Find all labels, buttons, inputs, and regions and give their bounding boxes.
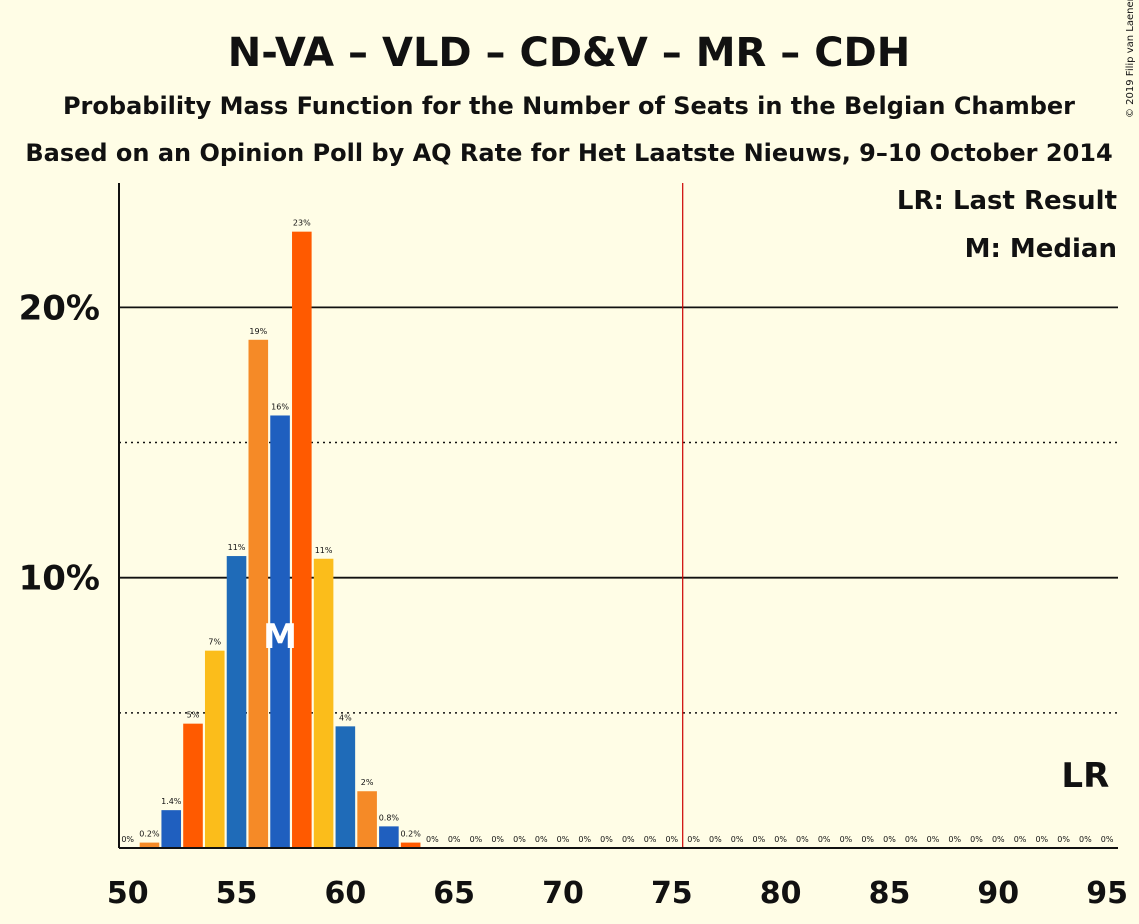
data-label: 0%	[1079, 835, 1092, 844]
data-label: 23%	[293, 219, 311, 228]
data-label: 0.2%	[400, 830, 421, 839]
data-label: 0%	[1101, 835, 1114, 844]
y-tick-labels: 10% 20%	[19, 288, 100, 598]
data-label: 0%	[426, 835, 439, 844]
data-label: 0%	[796, 835, 809, 844]
data-label: 0%	[992, 835, 1005, 844]
data-label: 5%	[187, 711, 200, 720]
bar	[270, 415, 290, 848]
data-label: 0%	[970, 835, 983, 844]
x-tick-label: 95	[1086, 876, 1128, 911]
chart-subtitle-1: Probability Mass Function for the Number…	[63, 92, 1075, 120]
bar	[379, 826, 399, 848]
data-label: 16%	[271, 402, 289, 411]
data-label: 0%	[840, 835, 853, 844]
bar	[335, 726, 356, 848]
last-result-marker: LR	[1061, 756, 1109, 796]
data-label: 0%	[665, 835, 678, 844]
data-label: 0%	[600, 835, 613, 844]
data-label: 0%	[731, 835, 744, 844]
data-label: 0.2%	[139, 830, 160, 839]
median-marker: M	[263, 617, 297, 657]
bar	[248, 339, 269, 848]
data-label: 0%	[861, 835, 874, 844]
data-label: 2%	[361, 778, 374, 787]
data-label: 19%	[249, 327, 267, 336]
data-label: 0%	[535, 835, 548, 844]
bar	[161, 810, 182, 848]
data-label: 0%	[448, 835, 461, 844]
data-label: 7%	[208, 638, 221, 647]
bar	[226, 556, 247, 848]
bar	[204, 650, 225, 848]
chart-title: N-VA – VLD – CD&V – MR – CDH	[228, 30, 910, 76]
x-tick-label: 65	[433, 876, 475, 911]
data-label: 0%	[1035, 835, 1048, 844]
x-tick-label: 75	[651, 876, 693, 911]
y-tick-label: 10%	[19, 559, 100, 599]
x-tick-label: 70	[542, 876, 584, 911]
data-label: 11%	[315, 546, 333, 555]
data-label: 0%	[470, 835, 483, 844]
bar	[139, 842, 160, 848]
x-tick-label: 80	[760, 876, 802, 911]
data-label: 0.8%	[379, 813, 400, 822]
x-tick-label: 60	[324, 876, 366, 911]
data-label: 4%	[339, 713, 352, 722]
bar	[292, 231, 312, 848]
data-label: 0%	[491, 835, 504, 844]
bar	[400, 842, 421, 848]
x-tick-label: 90	[977, 876, 1019, 911]
bars	[139, 231, 421, 848]
data-label: 0%	[644, 835, 657, 844]
data-label: 0%	[927, 835, 940, 844]
data-label: 0%	[774, 835, 787, 844]
bar	[357, 791, 377, 848]
data-label: 0%	[622, 835, 635, 844]
axes	[118, 183, 1118, 849]
data-label: 0%	[687, 835, 700, 844]
legend-last-result: LR: Last Result	[897, 186, 1117, 216]
data-label: 0%	[948, 835, 961, 844]
data-label: 0%	[121, 835, 134, 844]
x-tick-labels: 50 55 60 65 70 75 80 85 90 95	[107, 876, 1128, 911]
bar	[183, 723, 203, 848]
data-label: 0%	[578, 835, 591, 844]
data-label: 0%	[818, 835, 831, 844]
data-label: 0%	[883, 835, 896, 844]
data-label: 0%	[905, 835, 918, 844]
copyright-notice: © 2019 Filip van Laenen	[1125, 0, 1136, 118]
data-label: 0%	[1057, 835, 1070, 844]
data-label: 0%	[709, 835, 722, 844]
data-label: 0%	[753, 835, 766, 844]
chart-subtitle-2: Based on an Opinion Poll by AQ Rate for …	[25, 139, 1112, 167]
bar	[313, 558, 334, 848]
data-label: 0%	[513, 835, 526, 844]
data-label: 11%	[228, 543, 246, 552]
x-tick-label: 55	[216, 876, 258, 911]
legend-median: M: Median	[965, 234, 1117, 264]
x-tick-label: 50	[107, 876, 149, 911]
x-tick-label: 85	[869, 876, 911, 911]
y-tick-label: 20%	[19, 288, 100, 328]
data-label: 0%	[557, 835, 570, 844]
data-label: 1.4%	[161, 797, 182, 806]
data-labels: 0%0.2%1.4%5%7%11%19%16%23%11%4%2%0.8%0.2…	[121, 219, 1114, 844]
data-label: 0%	[1014, 835, 1027, 844]
